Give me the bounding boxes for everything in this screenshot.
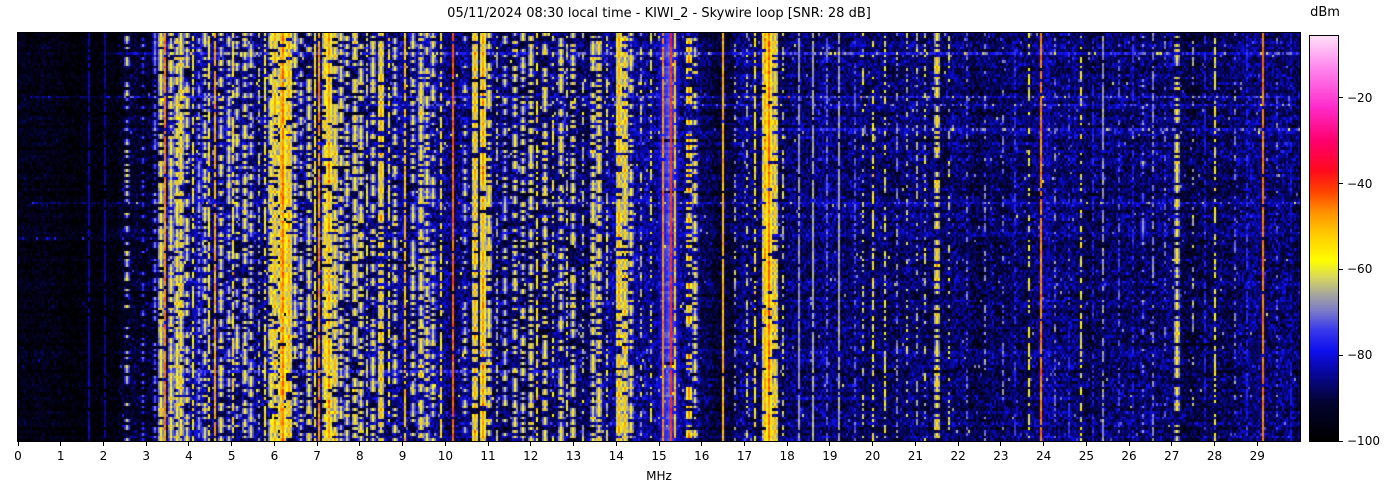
x-tick-mark <box>1214 442 1216 446</box>
colorbar-tick-mark <box>1339 183 1343 185</box>
x-tick-mark <box>145 442 147 446</box>
x-tick-mark <box>573 442 575 446</box>
x-tick-mark <box>60 442 62 446</box>
waterfall-plot-frame <box>17 32 1301 442</box>
x-tick-label: 29 <box>1249 449 1265 463</box>
x-tick-label: 21 <box>907 449 924 463</box>
x-tick-mark <box>957 442 959 446</box>
x-tick-label: 28 <box>1206 449 1223 463</box>
x-tick-mark <box>658 442 660 446</box>
colorbar-tick-mark <box>1339 440 1343 442</box>
waterfall-canvas <box>18 33 1300 441</box>
x-tick-label: 4 <box>185 449 193 463</box>
x-tick-mark <box>487 442 489 446</box>
x-tick-label: 22 <box>950 449 966 463</box>
x-tick-label: 11 <box>480 449 496 463</box>
x-tick-mark <box>743 442 745 446</box>
x-tick-label: 17 <box>736 449 753 463</box>
x-tick-label: 0 <box>14 449 22 463</box>
x-tick-label: 6 <box>270 449 279 463</box>
colorbar-canvas <box>1310 36 1338 441</box>
x-tick-mark <box>1043 442 1045 446</box>
colorbar-tick-label: −80 <box>1347 348 1373 363</box>
x-tick-mark <box>1000 442 1002 446</box>
colorbar-tick-label: −100 <box>1347 434 1380 448</box>
x-tick-label: 3 <box>142 449 150 463</box>
colorbar-tick-mark <box>1339 97 1343 99</box>
x-tick-label: 10 <box>437 449 453 463</box>
x-tick-label: 25 <box>1078 449 1094 463</box>
x-tick-mark <box>188 442 190 446</box>
colorbar-tick-mark <box>1339 354 1343 356</box>
colorbar-frame <box>1309 35 1339 442</box>
x-tick-mark <box>1256 442 1258 446</box>
x-tick-label: 27 <box>1164 449 1180 463</box>
x-tick-label: 9 <box>398 449 407 463</box>
x-tick-label: 26 <box>1121 449 1137 463</box>
x-tick-label: 7 <box>313 449 321 463</box>
x-tick-mark <box>273 442 275 446</box>
x-tick-mark <box>1171 442 1173 446</box>
x-tick-mark <box>701 442 703 446</box>
x-tick-mark <box>359 442 361 446</box>
x-tick-mark <box>1128 442 1130 446</box>
x-tick-mark <box>615 442 617 446</box>
x-tick-mark <box>102 442 104 446</box>
x-tick-mark <box>444 442 446 446</box>
colorbar-tick-label: −20 <box>1347 90 1373 105</box>
x-tick-label: 19 <box>822 449 838 463</box>
x-tick-label: 23 <box>993 449 1009 463</box>
colorbar-unit-label: dBm <box>1310 5 1340 20</box>
x-tick-mark <box>829 442 831 446</box>
x-tick-mark <box>872 442 874 446</box>
x-tick-mark <box>1085 442 1087 446</box>
colorbar-tick-label: −60 <box>1347 262 1373 277</box>
x-tick-label: 1 <box>56 449 65 463</box>
x-tick-label: 12 <box>523 449 539 463</box>
x-tick-label: 5 <box>227 449 236 463</box>
x-tick-label: 20 <box>865 449 881 463</box>
colorbar-tick-label: −40 <box>1347 176 1373 191</box>
x-tick-label: 18 <box>779 449 795 463</box>
x-tick-mark <box>530 442 532 446</box>
x-tick-mark <box>786 442 788 446</box>
x-tick-mark <box>17 442 19 446</box>
plot-title: 05/11/2024 08:30 local time - KIWI_2 - S… <box>447 6 871 21</box>
x-tick-label: 24 <box>1035 449 1052 463</box>
x-tick-label: 16 <box>694 449 710 463</box>
x-tick-label: 13 <box>565 449 582 463</box>
x-tick-mark <box>231 442 233 446</box>
x-tick-mark <box>316 442 318 446</box>
x-tick-label: 15 <box>651 449 667 463</box>
x-tick-label: 14 <box>608 449 624 463</box>
x-tick-mark <box>402 442 404 446</box>
x-axis-label: MHz <box>646 469 672 483</box>
x-tick-label: 8 <box>356 449 364 463</box>
x-tick-label: 2 <box>99 449 108 463</box>
x-tick-mark <box>914 442 916 446</box>
colorbar-tick-mark <box>1339 268 1343 270</box>
